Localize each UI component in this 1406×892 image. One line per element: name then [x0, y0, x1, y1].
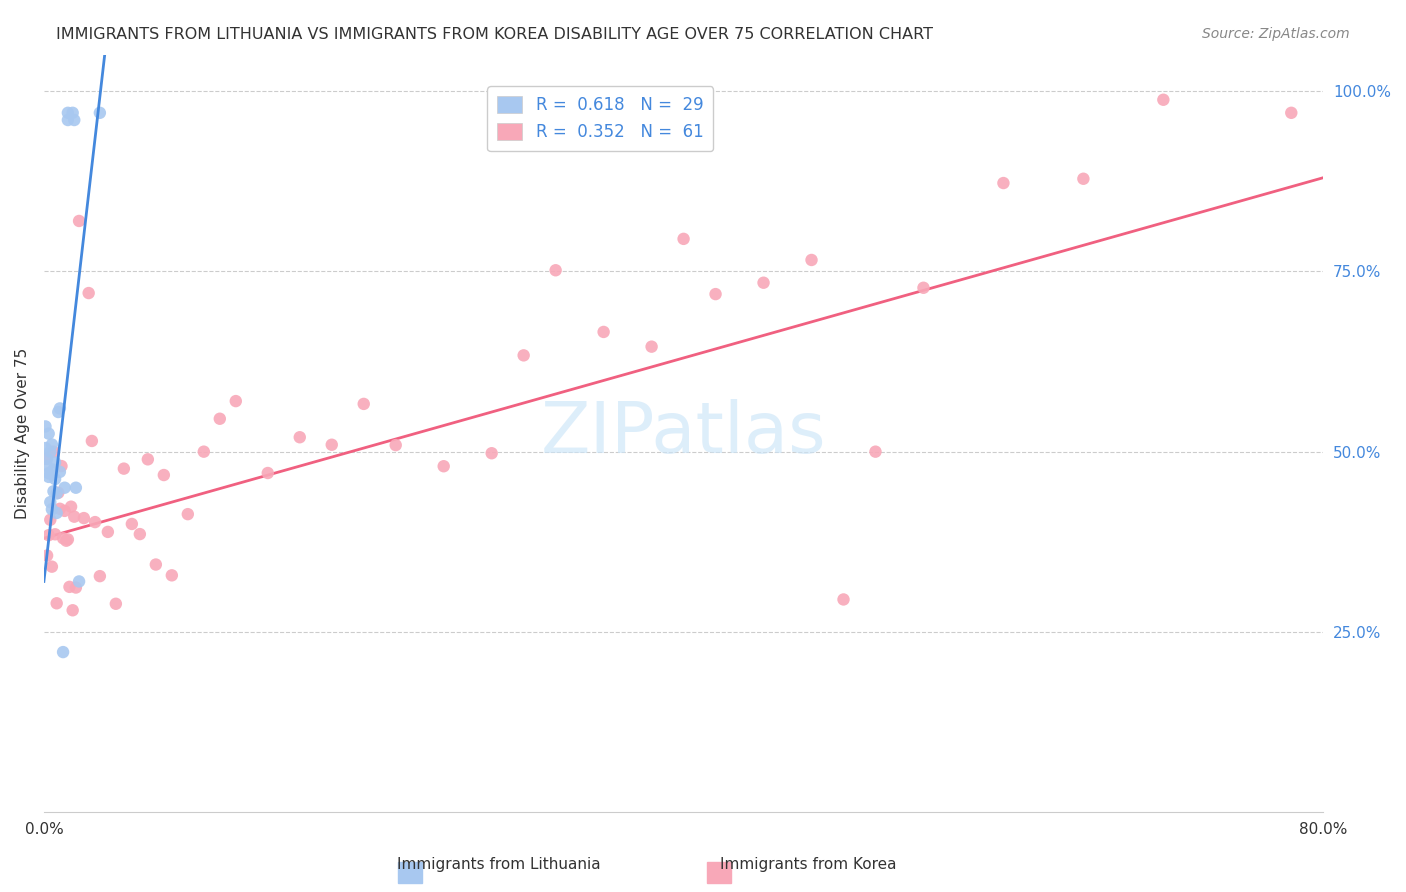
Point — [865, 444, 887, 458]
Point — [112, 461, 135, 475]
Point — [55, 533, 77, 548]
Point — [39, 513, 62, 527]
Point — [121, 516, 143, 531]
Point — [1073, 171, 1095, 186]
Point — [62, 603, 84, 617]
Point — [177, 507, 200, 521]
Point — [34, 441, 56, 455]
Point — [46, 405, 69, 419]
Point — [38, 467, 60, 481]
Point — [84, 515, 107, 529]
Point — [45, 596, 67, 610]
Point — [193, 444, 215, 458]
Point — [672, 232, 695, 246]
Point — [39, 444, 62, 458]
Point — [52, 531, 75, 545]
Point — [34, 451, 56, 466]
Point — [44, 527, 66, 541]
Point — [592, 325, 614, 339]
Point — [34, 419, 56, 434]
Point — [89, 105, 111, 120]
Point — [44, 455, 66, 469]
Text: Immigrants from Korea: Immigrants from Korea — [720, 857, 897, 872]
Point — [38, 470, 60, 484]
Point — [1152, 93, 1174, 107]
Point — [89, 569, 111, 583]
Point — [512, 348, 534, 362]
Point — [42, 484, 65, 499]
Point — [60, 500, 83, 514]
Y-axis label: Disability Age Over 75: Disability Age Over 75 — [15, 348, 30, 519]
Point — [67, 574, 90, 589]
Point — [704, 287, 727, 301]
Point — [145, 558, 167, 572]
Point — [256, 466, 278, 480]
Point — [481, 446, 503, 460]
Point — [45, 506, 67, 520]
Point — [53, 504, 76, 518]
Point — [128, 527, 150, 541]
Point — [45, 486, 67, 500]
Point — [912, 281, 935, 295]
Point — [56, 113, 79, 128]
Point — [53, 481, 76, 495]
Point — [35, 459, 58, 474]
Point — [153, 468, 176, 483]
Point — [97, 524, 120, 539]
Legend: R =  0.618   N =  29, R =  0.352   N =  61: R = 0.618 N = 29, R = 0.352 N = 61 — [488, 87, 713, 151]
Point — [56, 105, 79, 120]
Point — [42, 463, 65, 477]
Point — [752, 276, 775, 290]
Point — [65, 581, 87, 595]
Point — [51, 459, 73, 474]
Point — [63, 509, 86, 524]
Point — [73, 511, 96, 525]
Point — [49, 401, 72, 416]
Point — [160, 568, 183, 582]
Point — [35, 549, 58, 563]
Text: IMMIGRANTS FROM LITHUANIA VS IMMIGRANTS FROM KOREA DISABILITY AGE OVER 75 CORREL: IMMIGRANTS FROM LITHUANIA VS IMMIGRANTS … — [56, 27, 934, 42]
Text: ZIPatlas: ZIPatlas — [541, 399, 827, 468]
Point — [104, 597, 127, 611]
Point — [65, 481, 87, 495]
Point — [52, 645, 75, 659]
Point — [58, 580, 80, 594]
Point — [384, 438, 406, 452]
Point — [39, 495, 62, 509]
Point — [800, 252, 823, 267]
Text: Immigrants from Lithuania: Immigrants from Lithuania — [398, 857, 600, 872]
Text: Source: ZipAtlas.com: Source: ZipAtlas.com — [1202, 27, 1350, 41]
Point — [49, 465, 72, 479]
Point — [41, 502, 63, 516]
Point — [208, 411, 231, 425]
Point — [640, 340, 662, 354]
Point — [56, 533, 79, 547]
Point — [433, 459, 456, 474]
Point — [67, 214, 90, 228]
Point — [77, 286, 100, 301]
Point — [44, 472, 66, 486]
Point — [288, 430, 311, 444]
Point — [35, 451, 58, 466]
Point — [136, 452, 159, 467]
Point — [321, 438, 343, 452]
Point — [80, 434, 103, 448]
Point — [63, 113, 86, 128]
Point — [1279, 105, 1302, 120]
Point — [62, 105, 84, 120]
Point — [41, 437, 63, 451]
Point — [46, 485, 69, 500]
Point — [42, 444, 65, 458]
Point — [41, 559, 63, 574]
Point — [353, 397, 375, 411]
Point — [38, 426, 60, 441]
Point — [993, 176, 1015, 190]
Point — [832, 592, 855, 607]
Point — [38, 528, 60, 542]
Point — [49, 501, 72, 516]
Point — [225, 394, 247, 409]
Point — [544, 263, 567, 277]
